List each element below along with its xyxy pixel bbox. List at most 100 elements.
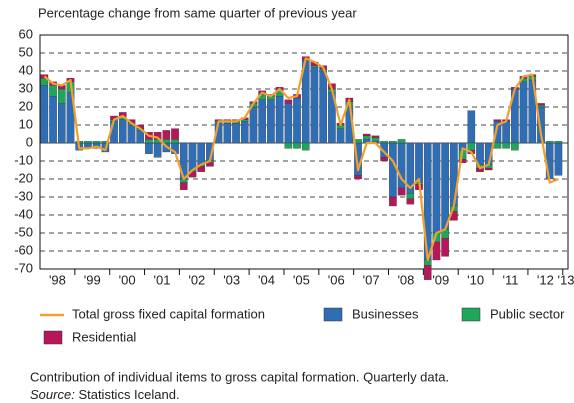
x-tick-label: '11	[503, 272, 519, 287]
bar-segment	[49, 96, 57, 144]
bar-segment	[380, 157, 388, 162]
bar-segment	[118, 119, 127, 144]
legend-label: Residential	[72, 329, 136, 344]
x-tick-label: '13	[558, 272, 574, 287]
x-tick-label: '02	[188, 272, 205, 287]
bar-segment	[502, 121, 510, 144]
bar-segment	[554, 141, 563, 144]
bar-segment	[301, 142, 310, 151]
bar-segment	[275, 96, 284, 144]
x-tick-label: '99	[84, 272, 101, 287]
bar-segment	[423, 265, 432, 280]
bar-segment	[162, 130, 171, 140]
bar-segment	[450, 142, 458, 207]
bar-segment	[441, 142, 449, 230]
bar-segment	[362, 135, 371, 140]
bar-segment	[362, 133, 371, 136]
legend-swatch	[323, 307, 343, 322]
y-tick-label: -10	[14, 152, 33, 167]
bar-segment	[284, 99, 293, 104]
bar-segment	[293, 97, 301, 144]
bar-segment	[389, 141, 397, 144]
bar-segment	[554, 142, 563, 176]
bar-segment	[493, 119, 502, 122]
x-tick-label: '12	[537, 272, 554, 287]
bar-segment	[57, 103, 66, 144]
bar-segment	[92, 141, 101, 144]
bar-segment	[197, 166, 205, 172]
y-tick-label: -20	[14, 170, 33, 185]
bar-segment	[232, 123, 240, 144]
x-tick-label: '09	[432, 272, 449, 287]
x-tick-label: '03	[223, 272, 240, 287]
bar-segment	[389, 142, 397, 198]
legend-label: Public sector	[490, 306, 565, 321]
bar-segment	[171, 139, 179, 144]
bar-segment	[502, 142, 510, 149]
bar-segment	[432, 142, 441, 234]
bar-segment	[397, 139, 406, 144]
bar-segment	[267, 99, 275, 144]
bar-segment	[336, 128, 345, 144]
y-tick-label: -50	[14, 224, 33, 239]
bar-segment	[397, 187, 406, 196]
bar-segment	[206, 162, 214, 167]
bar-segment	[153, 142, 162, 158]
caption: Contribution of individual items to gros…	[30, 369, 449, 384]
bar-segment	[415, 142, 423, 183]
bar-segment	[441, 238, 449, 257]
bar-segment	[179, 182, 188, 190]
bar-segment	[319, 70, 327, 144]
x-tick-label: '10	[467, 272, 484, 287]
bar-segment	[371, 135, 380, 138]
bar-segment	[145, 142, 153, 154]
source-label: Source:	[30, 387, 75, 402]
bar-segment	[40, 85, 49, 144]
bar-segment	[545, 141, 554, 144]
chart-title: Percentage change from same quarter of p…	[38, 5, 357, 20]
bar-segment	[293, 142, 301, 149]
x-tick-label: '05	[293, 272, 310, 287]
bar-segment	[493, 142, 502, 149]
y-tick-label: 20	[19, 98, 33, 113]
bar-segment	[171, 128, 179, 140]
y-tick-label: -30	[14, 188, 33, 203]
bar-segment	[406, 198, 415, 205]
bar-segment	[101, 141, 110, 144]
y-tick-label: 50	[19, 44, 33, 59]
x-tick-label: '08	[397, 272, 414, 287]
bar-segment	[484, 168, 493, 171]
bar-segment	[310, 65, 319, 68]
legend-swatch	[461, 307, 481, 322]
y-tick-label: -60	[14, 242, 33, 257]
x-tick-label: '07	[363, 272, 380, 287]
y-tick-label: 40	[19, 62, 33, 77]
bar-segment	[354, 175, 362, 180]
legend-swatch	[43, 330, 63, 345]
x-tick-label: '01	[154, 272, 171, 287]
x-tick-label: '06	[328, 272, 345, 287]
x-tick-label: '00	[119, 272, 136, 287]
bar-segment	[284, 142, 293, 149]
bar-segment	[145, 139, 153, 144]
y-tick-label: 30	[19, 80, 33, 95]
y-tick-label: -40	[14, 206, 33, 221]
y-tick-label: -70	[14, 260, 33, 275]
legend-label: Businesses	[352, 306, 419, 321]
bar-segment	[240, 121, 249, 144]
source: Source: Statistics Iceland.	[30, 387, 180, 402]
bar-segment	[310, 67, 319, 144]
bar-segment	[84, 141, 92, 144]
bar-segment	[389, 196, 397, 207]
y-tick-label: 60	[19, 26, 33, 41]
bar-segment	[127, 124, 136, 144]
plot-frame	[39, 34, 569, 270]
bar-segment	[458, 159, 467, 163]
bar-segment	[223, 123, 232, 144]
bar-segment	[371, 137, 380, 142]
bar-segment	[467, 142, 476, 151]
total-line	[43, 57, 559, 262]
x-tick-label: '04	[258, 272, 275, 287]
bar-segment	[537, 105, 545, 108]
bar-segment	[188, 142, 197, 171]
